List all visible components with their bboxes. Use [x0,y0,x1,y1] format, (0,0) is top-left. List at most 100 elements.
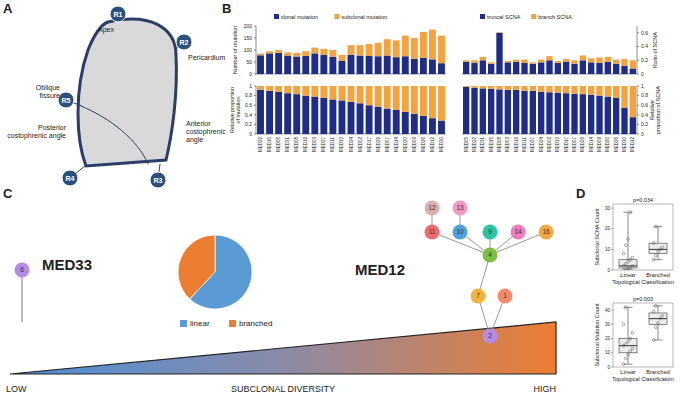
node-label: 10 [456,228,464,235]
point [627,340,630,343]
bar [375,86,382,107]
bar [320,49,327,55]
bar [438,36,445,64]
whisker-cap [654,305,663,306]
category-label: MED33 [339,137,344,153]
bar [513,86,519,90]
axis-title: Topological Classification [612,376,673,382]
bar [420,116,427,134]
bar [530,64,536,74]
bar [311,86,318,97]
bar [339,61,346,74]
tree-node [15,263,30,278]
tick-label: 1 [641,83,644,89]
tick-label: 200 [244,23,253,29]
axis-line [637,26,638,74]
bar [571,60,577,63]
category-label: MED31 [480,137,485,153]
axis-line [637,86,638,134]
bar [266,86,273,91]
category-label: MED31 [285,137,290,153]
tick [637,86,639,87]
bar [257,90,264,134]
category-label: MED05 [276,137,281,153]
category-label: MED11 [522,137,527,152]
bar [505,62,511,74]
region-label: Apex [98,26,128,34]
tick [254,38,256,39]
bar [630,86,636,117]
bar [538,62,544,74]
pie-slice [178,235,215,299]
bar [293,94,300,134]
region-label: Anterior costophrenic angle [186,120,236,144]
tick [254,86,256,87]
bar [613,64,619,74]
tick-label: 0 [607,365,610,370]
bar [393,57,400,74]
pie-chart: linearbranched [178,235,272,328]
bar-chart: 00.20.40.6Ratio of SCNAtruncal SCNAbranc… [462,14,658,77]
bar [302,56,309,74]
point [657,322,660,325]
tick-label: 10 [605,350,611,355]
tree-node [453,201,468,216]
tick [637,74,639,75]
bar [505,90,511,134]
tick [611,338,613,339]
region-marker [62,170,78,186]
bar [366,56,373,74]
tick [637,60,639,61]
tick [637,95,639,96]
category-label: MED09 [597,137,602,153]
tick-label: 0.4 [641,112,648,118]
bar [293,53,300,57]
bar [496,33,502,74]
axis-title: Subclonal SCNA Count [594,208,600,265]
bar [438,63,445,74]
category-label: MED20 [403,137,408,153]
bar [429,86,436,118]
tick-label: 30 [605,322,611,327]
label-line: Relative proportion [229,87,235,133]
bars [257,86,445,134]
bar [429,30,436,60]
bar [402,86,409,112]
bar [348,86,355,102]
point [624,306,627,309]
panel-label: B [222,1,231,16]
node-label: 13 [456,204,464,211]
bar [348,55,355,74]
tick-label: 50 [246,59,252,65]
whisker-cap [624,307,633,308]
bar [505,86,511,90]
category-label: MED27 [321,137,326,153]
point [624,244,627,247]
bar [275,50,282,53]
bar [521,63,527,74]
axis-title: Topological Classification [612,279,673,285]
bar [538,60,544,63]
category-label: MED12 [430,137,435,153]
bar [402,112,409,134]
bar [563,59,569,62]
category-label: MED20 [605,137,610,153]
tick-label: 20 [605,336,611,341]
category-label: MED22 [472,137,477,153]
point [622,363,625,366]
bar [521,91,527,134]
bar [596,96,602,134]
category-label: Linear [620,272,635,278]
bar [613,98,619,134]
bar [366,44,373,56]
region-marker [150,172,166,188]
bar [563,93,569,134]
bar [275,86,282,92]
bar [580,86,586,94]
bar [411,114,418,134]
lung [78,19,176,166]
bar [605,57,611,62]
bar [411,86,418,114]
category-label: MED11 [330,137,335,152]
category-label: MED26 [421,137,426,153]
